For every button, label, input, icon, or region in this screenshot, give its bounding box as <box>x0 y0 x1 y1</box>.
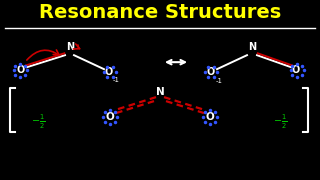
Text: O: O <box>17 65 25 75</box>
Text: $-\mathregular{\frac{1}{2}}$: $-\mathregular{\frac{1}{2}}$ <box>31 113 45 131</box>
Text: N: N <box>156 87 164 97</box>
Text: O: O <box>206 112 214 122</box>
Text: O: O <box>106 112 114 122</box>
Text: N: N <box>248 42 256 52</box>
Text: -1: -1 <box>113 77 119 83</box>
Text: Resonance Structures: Resonance Structures <box>39 3 281 22</box>
Text: N: N <box>66 42 74 52</box>
Text: $-\mathregular{\frac{1}{2}}$: $-\mathregular{\frac{1}{2}}$ <box>273 113 287 131</box>
Text: O: O <box>292 65 300 75</box>
Text: O: O <box>105 67 113 77</box>
Text: -1: -1 <box>215 78 222 84</box>
Text: O: O <box>207 67 215 77</box>
